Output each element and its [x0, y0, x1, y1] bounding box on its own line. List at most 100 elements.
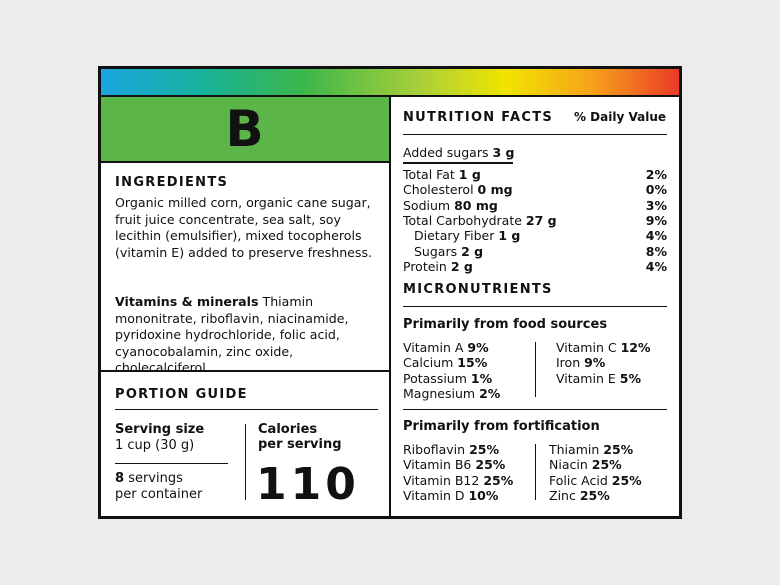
- micronutrient-name: Niacin: [549, 457, 588, 473]
- divider: [403, 162, 513, 164]
- nutrient-label: Sugars: [414, 243, 458, 259]
- grade-gradient: [101, 69, 679, 95]
- micronutrient-name: Folic Acid: [549, 472, 608, 488]
- nutrient-row: Sodium 80 mg: [403, 198, 498, 213]
- nutrient-row: Sugars 2 g: [414, 244, 483, 259]
- servings-count: 8: [115, 471, 125, 486]
- nutrient-amount: 0 mg: [477, 182, 513, 198]
- section-title: PORTION GUIDE: [115, 387, 248, 402]
- divider: [115, 409, 378, 410]
- nutrient-label: Protein: [403, 258, 447, 274]
- divider: [403, 134, 667, 135]
- nutrient-amount: 3 g: [492, 145, 515, 160]
- nutrient-amount: 80 mg: [454, 197, 498, 213]
- micronutrient-name: Vitamin B6: [403, 457, 472, 473]
- nutrient-dv: 2%: [645, 167, 667, 182]
- micronutrient-amount: 25%: [591, 457, 622, 473]
- micronutrient-name: Magnesium: [403, 385, 476, 401]
- nutrient-amount: 2 g: [461, 243, 484, 259]
- nutrient-amount: 2 g: [450, 258, 473, 274]
- micronutrient-name: Vitamin B12: [403, 472, 480, 488]
- micronutrient: Vitamin A 9%: [403, 340, 489, 355]
- nutrient-dv: 3%: [645, 197, 667, 213]
- micronutrient-amount: 9%: [584, 355, 606, 371]
- micronutrient-name: Potassium: [403, 370, 467, 386]
- micronutrient-name: Iron: [556, 355, 581, 371]
- micronutrient-amount: 25%: [579, 487, 610, 503]
- micronutrient-amount: 2%: [479, 385, 501, 401]
- micronutrient: Vitamin C 12%: [556, 340, 651, 355]
- section-title: NUTRITION FACTS: [403, 110, 554, 125]
- nutrient-amount: 1 g: [458, 167, 481, 182]
- micronutrient-amount: 5%: [619, 370, 641, 386]
- calories-label: Calories: [258, 422, 318, 437]
- micronutrient: Vitamin B12 25%: [403, 473, 513, 488]
- nutrient-row: Cholesterol 0 mg: [403, 182, 513, 197]
- nutrient-row: Dietary Fiber 1 g: [414, 228, 520, 243]
- nutrient-row: Total Fat 1 g: [403, 167, 481, 182]
- divider: [535, 342, 536, 397]
- micronutrient-amount: 1%: [470, 370, 493, 386]
- micronutrient: Thiamin 25%: [549, 442, 633, 457]
- micronutrient-name: Zinc: [549, 487, 576, 503]
- micronutrient-amount: 12%: [620, 340, 651, 355]
- vitamins-text: Vitamins & minerals Thiamin mononitrate,…: [115, 294, 381, 377]
- micronutrient: Vitamin D 10%: [403, 488, 498, 503]
- micronutrient: Vitamin E 5%: [556, 371, 641, 386]
- nutrient-label: Dietary Fiber: [414, 228, 495, 244]
- micronutrient-amount: 25%: [603, 442, 634, 457]
- divider: [403, 409, 667, 410]
- micronutrient-name: Vitamin E: [556, 370, 616, 386]
- micronutrient-amount: 25%: [611, 472, 642, 488]
- micronutrient: Calcium 15%: [403, 355, 487, 370]
- serving-label: Serving size: [115, 422, 205, 437]
- nutrient-label: Total Carbohydrate: [403, 212, 522, 228]
- servings: 8 servings: [115, 471, 183, 486]
- nutrient-amount: 27 g: [525, 212, 557, 228]
- micronutrient-amount: 25%: [475, 457, 506, 473]
- micronutrient: Zinc 25%: [549, 488, 610, 503]
- micronutrient: Niacin 25%: [549, 457, 622, 472]
- nutrient-label: Added sugars: [403, 145, 489, 160]
- nutrient-dv: 9%: [645, 212, 667, 228]
- nutrient-dv: 4%: [645, 228, 667, 244]
- micronutrient: Potassium 1%: [403, 371, 492, 386]
- nutrient-row: Total Carbohydrate 27 g: [403, 213, 557, 228]
- grade: B: [225, 100, 265, 158]
- micronutrient-name: Calcium: [403, 355, 454, 371]
- calories-sub: per serving: [258, 437, 342, 452]
- micronutrient: Folic Acid 25%: [549, 473, 642, 488]
- micronutrient-amount: 9%: [467, 340, 489, 355]
- ingredients-text: Organic milled corn, organic cane sugar,…: [115, 195, 373, 260]
- micronutrient: Riboflavin 25%: [403, 442, 499, 457]
- servings-text: servings: [128, 471, 183, 486]
- added-sugars: Added sugars 3 g: [403, 145, 514, 160]
- vitamins-label: Vitamins & minerals: [115, 294, 259, 309]
- micronutrient-name: Thiamin: [549, 442, 600, 457]
- serving-value: 1 cup (30 g): [115, 438, 195, 453]
- micronutrient-name: Riboflavin: [403, 442, 466, 457]
- micronutrient-amount: 10%: [468, 487, 499, 503]
- divider: [115, 463, 228, 464]
- nutrient-amount: 1 g: [498, 228, 521, 244]
- micronutrient-amount: 25%: [483, 472, 514, 488]
- micronutrient: Magnesium 2%: [403, 386, 500, 401]
- divider: [245, 424, 246, 500]
- micronutrient: Vitamin B6 25%: [403, 457, 505, 472]
- nutrient-dv: 4%: [645, 258, 667, 274]
- micronutrient-amount: 15%: [457, 355, 488, 371]
- grade-box: B: [101, 97, 389, 163]
- nutrient-dv: 8%: [645, 243, 667, 259]
- calories-value: 110: [256, 459, 360, 510]
- divider: [535, 444, 536, 500]
- nutrient-label: Total Fat: [403, 167, 455, 182]
- nutrient-row: Protein 2 g: [403, 259, 473, 274]
- servings-per: per container: [115, 487, 203, 502]
- section-title: INGREDIENTS: [115, 175, 229, 190]
- divider: [389, 96, 391, 517]
- section-title: MICRONUTRIENTS: [403, 282, 553, 297]
- micronutrient-name: Vitamin C: [556, 340, 617, 355]
- micronutrient-name: Vitamin D: [403, 487, 465, 503]
- subsection-title: Primarily from food sources: [403, 317, 608, 332]
